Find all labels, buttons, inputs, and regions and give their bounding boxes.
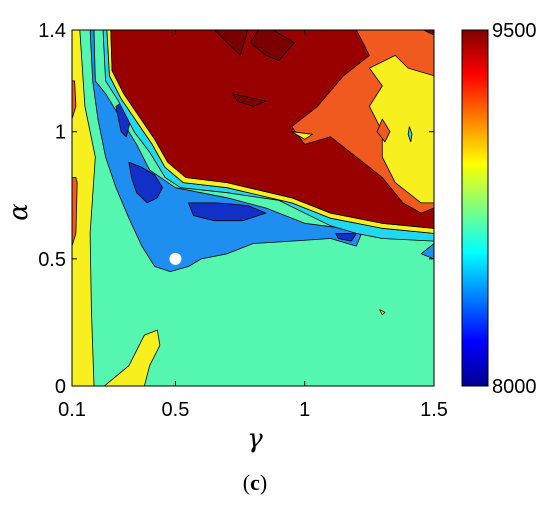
panel-label-close: ) <box>260 470 267 495</box>
panel-label-open: ( <box>243 470 250 495</box>
panel-label-letter: c <box>250 470 260 495</box>
y-tick-label: 0.5 <box>38 249 66 271</box>
contour-region-left-orange-strip-top <box>72 80 77 120</box>
contour-region-orange-in-yellow <box>376 118 391 143</box>
contour-region-yellow-lobe <box>368 55 434 204</box>
contour-region-crimson-2 <box>249 30 295 61</box>
contour-region-dark-blue-4 <box>335 232 357 242</box>
contour-region-crimson-3 <box>231 93 267 107</box>
contour-region-left-yellow-band <box>72 30 96 386</box>
y-axis-label: α <box>4 203 34 221</box>
contour-region-blue-edge-right <box>420 243 434 260</box>
contour-region-yellow-speck-2 <box>379 309 386 316</box>
colorbar-min-label: 8000 <box>492 376 537 398</box>
x-axis-label: γ <box>247 424 263 454</box>
y-axis-ticks: 0 0.5 1 1.4 <box>38 20 434 398</box>
y-tick-label: 0 <box>55 376 66 398</box>
contour-region-crimson-1 <box>213 30 249 56</box>
contour-region-blue-valley <box>89 30 363 273</box>
contour-region-dark-blue-2 <box>128 161 163 204</box>
contour-region-bottom-yellow-spike <box>103 329 161 386</box>
x-tick-label: 1 <box>299 399 310 421</box>
contour-regions <box>72 30 434 386</box>
contour-region-cyan-speck <box>407 126 413 143</box>
x-tick-label: 0.1 <box>58 399 86 421</box>
colorbar-max-label: 9500 <box>492 20 537 42</box>
optimum-marker <box>169 252 182 265</box>
y-tick-label: 1.4 <box>38 20 66 42</box>
contour-region-left-orange-strip <box>72 177 78 247</box>
panel-label: (c) <box>243 470 267 495</box>
colorbar: 9500 8000 <box>461 20 537 398</box>
contour-region-yellow-speck-1 <box>291 131 313 140</box>
x-tick-label: 1.5 <box>420 399 448 421</box>
x-tick-label: 0.5 <box>162 399 190 421</box>
colorbar-gradient <box>461 29 489 387</box>
contour-region-dark-blue-3 <box>187 202 267 222</box>
contour-region-crimson-4 <box>423 30 434 36</box>
y-tick-label: 1 <box>55 122 66 144</box>
x-axis-ticks: 0.1 0.5 1 1.5 <box>58 30 448 421</box>
marker-layer <box>169 252 182 265</box>
plot-frame <box>71 29 435 387</box>
